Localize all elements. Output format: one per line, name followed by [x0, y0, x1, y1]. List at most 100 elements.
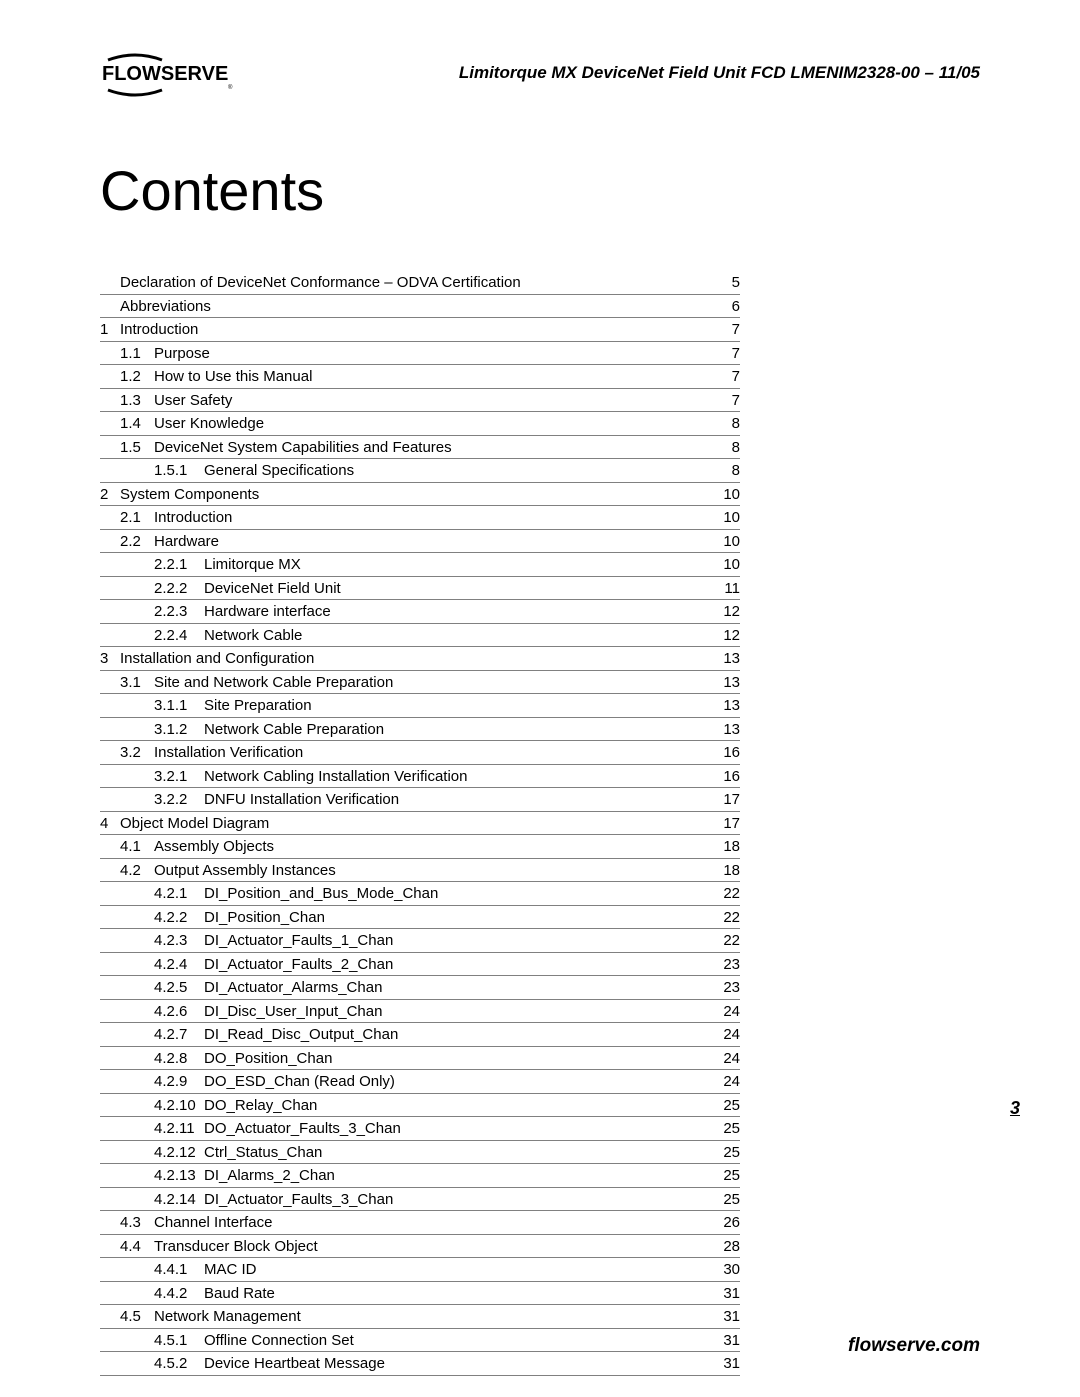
- toc-row: 2.2.4Network Cable12: [100, 624, 740, 648]
- toc-page-number: 31: [710, 1307, 740, 1327]
- toc-row: 4.2.14DI_Actuator_Faults_3_Chan25: [100, 1188, 740, 1212]
- footer-url: flowserve.com: [848, 1335, 980, 1357]
- toc-title: DI_Actuator_Faults_1_Chan: [204, 931, 710, 951]
- toc-page-number: 7: [710, 367, 740, 387]
- toc-section-number: 4.4: [120, 1237, 154, 1257]
- toc-row: 2.2.1Limitorque MX10: [100, 553, 740, 577]
- toc-section-number: 3.2: [120, 743, 154, 763]
- toc-page-number: 7: [710, 344, 740, 364]
- toc-row: 4.5.1Offline Connection Set31: [100, 1329, 740, 1353]
- toc-row: 4.5.2Device Heartbeat Message31: [100, 1352, 740, 1376]
- toc-subsection-number: 4.5.1: [154, 1331, 204, 1351]
- toc-page-number: 24: [710, 1002, 740, 1022]
- toc-section-number: 4.1: [120, 837, 154, 857]
- toc-page-number: 17: [710, 814, 740, 834]
- toc-page-number: 31: [710, 1284, 740, 1304]
- toc-title: MAC ID: [204, 1260, 710, 1280]
- toc-row: Abbreviations6: [100, 295, 740, 319]
- toc-title: Introduction: [120, 320, 710, 340]
- toc-page-number: 7: [710, 391, 740, 411]
- toc-row: 4.5Network Management31: [100, 1305, 740, 1329]
- toc-title: Site Preparation: [204, 696, 710, 716]
- toc-page-number: 22: [710, 908, 740, 928]
- toc-page-number: 12: [710, 602, 740, 622]
- toc-page-number: 16: [710, 767, 740, 787]
- toc-title: DNFU Installation Verification: [204, 790, 710, 810]
- toc-row: 2.2.3Hardware interface12: [100, 600, 740, 624]
- toc-title: Limitorque MX: [204, 555, 710, 575]
- toc-row: 1.4User Knowledge8: [100, 412, 740, 436]
- toc-page-number: 10: [710, 532, 740, 552]
- toc-page-number: 10: [710, 555, 740, 575]
- toc-subsection-number: 4.2.11: [154, 1119, 204, 1139]
- toc-subsection-number: 4.5.2: [154, 1354, 204, 1374]
- toc-row: 4.2.5DI_Actuator_Alarms_Chan23: [100, 976, 740, 1000]
- toc-title: DO_ESD_Chan (Read Only): [204, 1072, 710, 1092]
- toc-page-number: 25: [710, 1190, 740, 1210]
- toc-section-number: 4.3: [120, 1213, 154, 1233]
- toc-page-number: 13: [710, 720, 740, 740]
- toc-page-number: 17: [710, 790, 740, 810]
- toc-section-number: 2.1: [120, 508, 154, 528]
- toc-subsection-number: 4.2.13: [154, 1166, 204, 1186]
- table-of-contents: Declaration of DeviceNet Conformance – O…: [100, 271, 740, 1376]
- toc-title: How to Use this Manual: [154, 367, 710, 387]
- toc-row: 4.2.13DI_Alarms_2_Chan25: [100, 1164, 740, 1188]
- toc-page-number: 7: [710, 320, 740, 340]
- toc-page-number: 25: [710, 1119, 740, 1139]
- toc-chapter-number: 2: [100, 485, 120, 505]
- toc-page-number: 18: [710, 837, 740, 857]
- toc-subsection-number: 4.2.8: [154, 1049, 204, 1069]
- toc-section-number: 3.1: [120, 673, 154, 693]
- toc-title: Device Heartbeat Message: [204, 1354, 710, 1374]
- toc-page-number: 22: [710, 884, 740, 904]
- toc-section-number: 2.2: [120, 532, 154, 552]
- toc-section-number: 1.5: [120, 438, 154, 458]
- toc-page-number: 25: [710, 1166, 740, 1186]
- toc-row: 4.4Transducer Block Object28: [100, 1235, 740, 1259]
- toc-subsection-number: 2.2.1: [154, 555, 204, 575]
- toc-row: 2.2.2DeviceNet Field Unit11: [100, 577, 740, 601]
- toc-title: Hardware: [154, 532, 710, 552]
- toc-row: 4.2.4DI_Actuator_Faults_2_Chan23: [100, 953, 740, 977]
- toc-subsection-number: 4.2.12: [154, 1143, 204, 1163]
- toc-page-number: 12: [710, 626, 740, 646]
- toc-row: 3.1.2Network Cable Preparation13: [100, 718, 740, 742]
- toc-subsection-number: 4.2.14: [154, 1190, 204, 1210]
- toc-title: Network Cable Preparation: [204, 720, 710, 740]
- toc-title: Object Model Diagram: [120, 814, 710, 834]
- toc-subsection-number: 4.2.2: [154, 908, 204, 928]
- toc-row: Declaration of DeviceNet Conformance – O…: [100, 271, 740, 295]
- toc-row: 4Object Model Diagram17: [100, 812, 740, 836]
- toc-title: Declaration of DeviceNet Conformance – O…: [120, 273, 710, 293]
- toc-subsection-number: 4.2.7: [154, 1025, 204, 1045]
- toc-page-number: 13: [710, 696, 740, 716]
- toc-title: Assembly Objects: [154, 837, 710, 857]
- page-header: FLOWSERVE ® Limitorque MX DeviceNet Fiel…: [100, 48, 980, 98]
- toc-row: 4.2.6DI_Disc_User_Input_Chan24: [100, 1000, 740, 1024]
- toc-row: 2.2Hardware10: [100, 530, 740, 554]
- toc-section-number: 4.5: [120, 1307, 154, 1327]
- toc-title: DI_Disc_User_Input_Chan: [204, 1002, 710, 1022]
- toc-title: Introduction: [154, 508, 710, 528]
- toc-subsection-number: 4.2.9: [154, 1072, 204, 1092]
- toc-row: 4.4.1MAC ID30: [100, 1258, 740, 1282]
- toc-row: 1Introduction7: [100, 318, 740, 342]
- toc-title: Hardware interface: [204, 602, 710, 622]
- toc-subsection-number: 2.2.2: [154, 579, 204, 599]
- toc-page-number: 30: [710, 1260, 740, 1280]
- toc-title: System Components: [120, 485, 710, 505]
- toc-chapter-number: 4: [100, 814, 120, 834]
- toc-subsection-number: 4.2.6: [154, 1002, 204, 1022]
- toc-title: Network Cabling Installation Verificatio…: [204, 767, 710, 787]
- toc-title: User Safety: [154, 391, 710, 411]
- toc-subsection-number: 3.2.1: [154, 767, 204, 787]
- toc-section-number: 4.2: [120, 861, 154, 881]
- toc-page-number: 22: [710, 931, 740, 951]
- toc-row: 4.2.9DO_ESD_Chan (Read Only)24: [100, 1070, 740, 1094]
- toc-subsection-number: 2.2.4: [154, 626, 204, 646]
- toc-page-number: 31: [710, 1354, 740, 1374]
- toc-row: 4.2.2DI_Position_Chan22: [100, 906, 740, 930]
- toc-title: Site and Network Cable Preparation: [154, 673, 710, 693]
- toc-title: User Knowledge: [154, 414, 710, 434]
